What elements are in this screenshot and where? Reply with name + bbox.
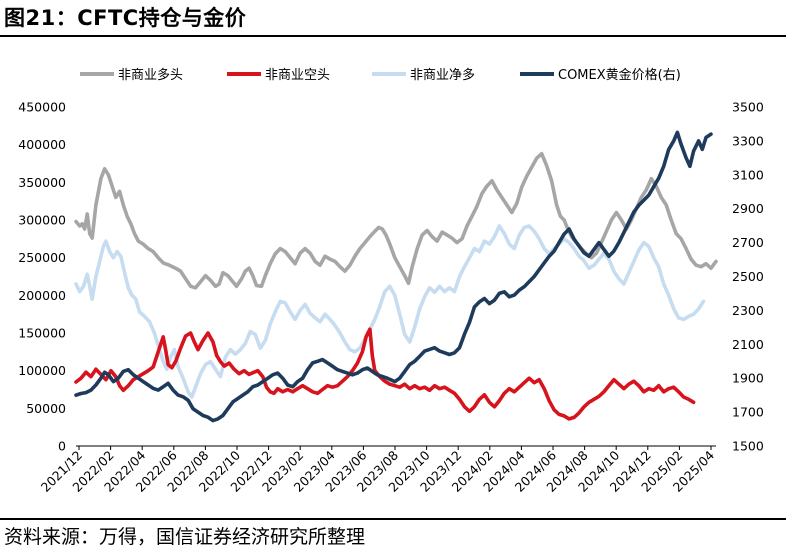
legend-label: 非商业净多 xyxy=(410,67,475,83)
right-axis-tick-label: 2500 xyxy=(732,269,764,284)
right-axis-tick-label: 2100 xyxy=(732,337,764,352)
left-axis-tick-label: 300000 xyxy=(18,213,66,228)
legend: 非商业多头 非商业空头 非商业净多 COMEX黄金价格(右) xyxy=(80,67,681,83)
left-axis-tick-label: 400000 xyxy=(18,137,66,152)
source-note: 资料来源：万得，国信证券经济研究所整理 xyxy=(4,526,366,548)
legend-label: COMEX黄金价格(右) xyxy=(558,67,681,83)
right-axis-tick-label: 1500 xyxy=(732,439,764,454)
left-axis-tick-label: 200000 xyxy=(18,288,66,303)
right-axis-tick-label: 2300 xyxy=(732,303,764,318)
left-axis-tick-label: 100000 xyxy=(18,363,66,378)
legend-label: 非商业空头 xyxy=(265,68,330,83)
title-divider xyxy=(0,35,786,37)
series-layer xyxy=(74,130,718,423)
series-line-3 xyxy=(74,130,713,423)
right-axis-tick-label: 3100 xyxy=(732,167,764,182)
right-axis-tick-label: 2700 xyxy=(732,235,764,250)
series-line-2 xyxy=(74,224,706,399)
series-line-0 xyxy=(74,151,718,290)
left-axis-tick-label: 50000 xyxy=(26,401,66,416)
series-line-1 xyxy=(74,327,696,421)
left-axis-tick-label: 0 xyxy=(58,439,66,454)
x-axis-ticks: 2021/122022/022022/042022/062022/082022/… xyxy=(38,446,717,495)
right-axis-ticks: 1500 1700 1900 2100 2300 2500 2700 2900 3100 3300… xyxy=(732,100,764,454)
right-axis-tick-label: 1900 xyxy=(732,371,764,386)
right-axis-tick-label: 3300 xyxy=(732,133,764,148)
left-axis-tick-label: 150000 xyxy=(18,326,66,341)
chart-area: 非商业多头 非商业空头 非商业净多 COMEX黄金价格(右) 0 50000 100000… xyxy=(18,67,764,495)
legend-label: 非商业多头 xyxy=(118,67,183,83)
left-axis-ticks: 0 50000 100000 150000 200000 250000 300000 3500… xyxy=(18,100,66,454)
right-axis-tick-label: 2900 xyxy=(732,201,764,216)
chart-title: 图21：CFTC持仓与金价 xyxy=(4,6,247,30)
right-axis-tick-label: 1700 xyxy=(732,405,764,420)
left-axis-tick-label: 250000 xyxy=(18,250,66,265)
left-axis-tick-label: 450000 xyxy=(18,100,66,115)
right-axis-tick-label: 3500 xyxy=(732,100,764,115)
left-axis-tick-label: 350000 xyxy=(18,175,66,190)
footer-divider xyxy=(0,518,786,520)
